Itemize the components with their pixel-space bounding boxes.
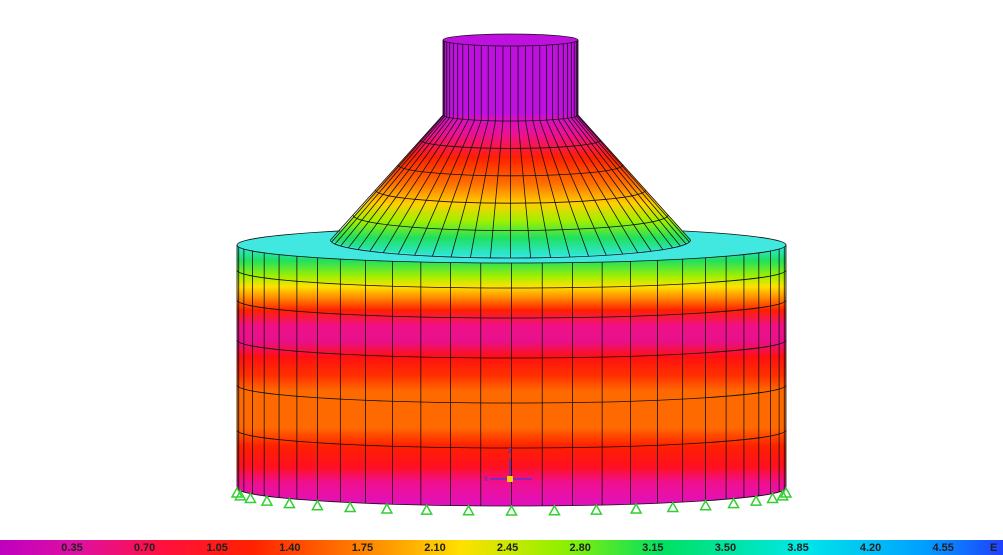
support (768, 494, 778, 503)
legend-suffix: E (990, 542, 997, 554)
stack-top (443, 34, 578, 46)
triad-x-label: X (484, 477, 488, 483)
legend-tick-label: 4.55 (932, 542, 953, 554)
support (591, 505, 601, 514)
support (245, 494, 255, 503)
support (729, 499, 739, 508)
support (345, 503, 355, 512)
support (422, 505, 432, 514)
support (262, 496, 272, 505)
support (464, 506, 474, 515)
support (284, 499, 294, 508)
support (549, 506, 559, 515)
support (751, 496, 761, 505)
viewport: Z X 0.35 0.70 1.05 1.40 1.75 2.10 2.45 2.80 3.15… (0, 0, 1003, 555)
cone (332, 115, 691, 257)
legend-tick-label: 1.75 (352, 542, 373, 554)
triad-z-label: Z (508, 448, 513, 455)
support (382, 504, 392, 513)
legend-tick-label: 0.70 (134, 542, 155, 554)
legend-tick-label: 1.40 (279, 542, 300, 554)
triad-origin (507, 476, 513, 482)
support (701, 501, 711, 510)
legend-tick-label: 3.15 (642, 542, 663, 554)
support (631, 504, 641, 513)
support (507, 506, 517, 515)
support (312, 501, 322, 510)
legend-tick-label: 2.10 (424, 542, 445, 554)
legend-tick-label: 1.05 (206, 542, 227, 554)
legend-tick-label: 2.80 (569, 542, 590, 554)
legend-tick-label: 2.45 (497, 542, 518, 554)
legend-tick-label: 3.85 (787, 542, 808, 554)
support (668, 503, 678, 512)
legend-tick-label: 0.35 (61, 542, 82, 554)
legend-tick-label: 3.50 (715, 542, 736, 554)
legend-tick-label: 4.20 (860, 542, 881, 554)
